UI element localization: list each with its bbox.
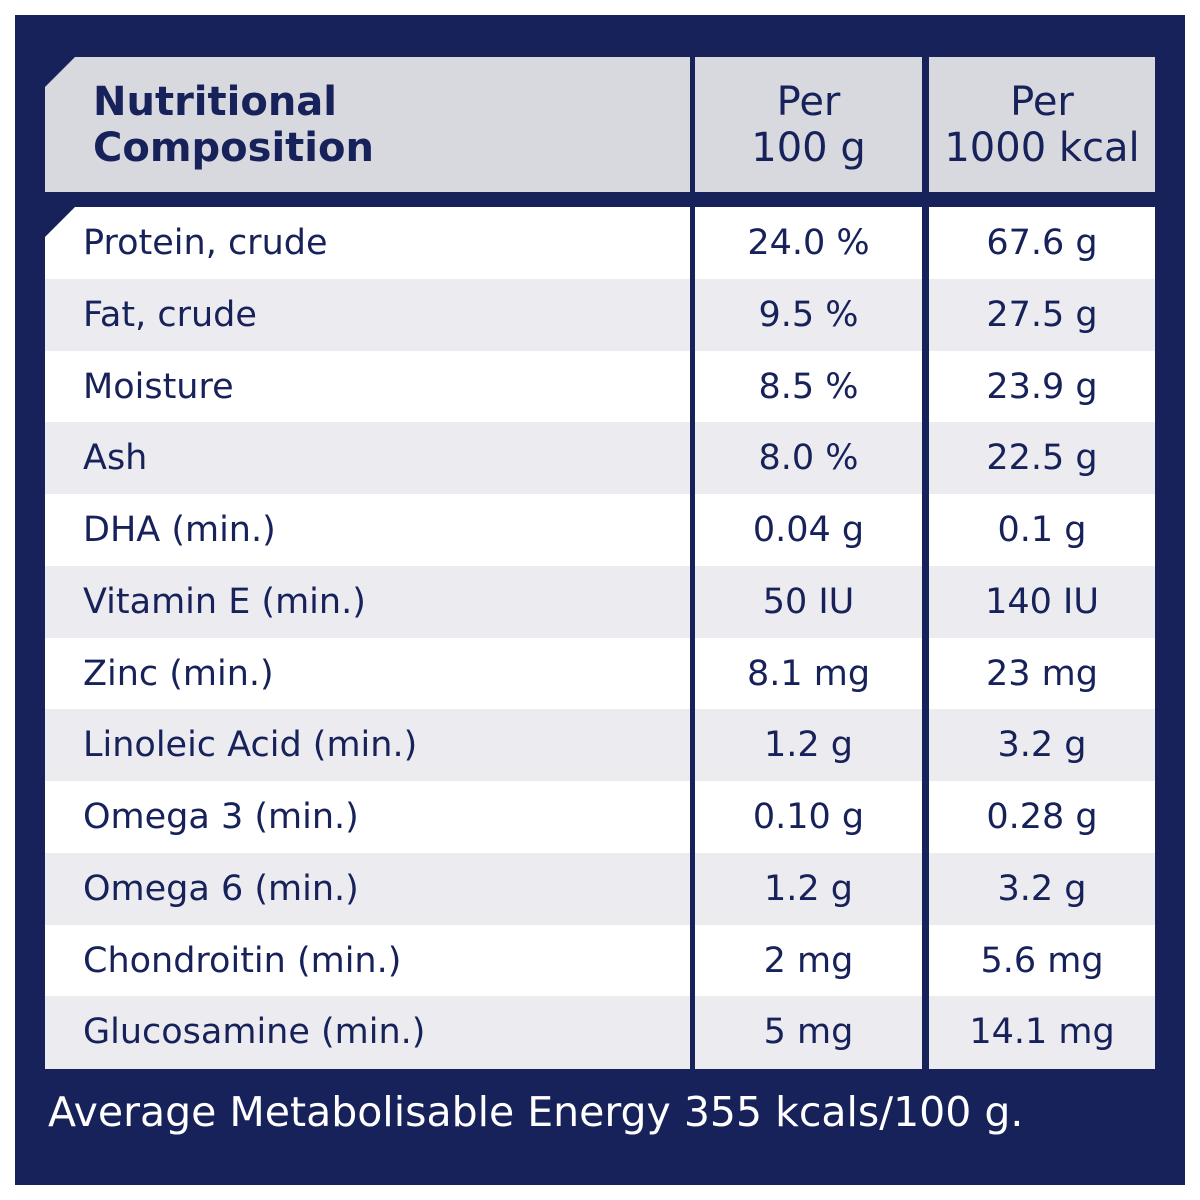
table-cell: 23 mg — [929, 637, 1155, 710]
table-cell: Moisture — [45, 350, 690, 423]
table-cell: 23.9 g — [929, 350, 1155, 423]
table-cell: Omega 3 (min.) — [45, 781, 690, 854]
table-cell: 8.5 % — [695, 350, 922, 423]
table-cell: DHA (min.) — [45, 494, 690, 567]
footer-note: Average Metabolisable Energy 355 kcals/1… — [48, 1088, 1024, 1136]
table-cell: 27.5 g — [929, 278, 1155, 351]
table-cell: 0.1 g — [929, 494, 1155, 567]
table-cell: Zinc (min.) — [45, 637, 690, 710]
header-text: Per — [1010, 78, 1074, 125]
table-cell: Glucosamine (min.) — [45, 996, 690, 1069]
table-cell: 22.5 g — [929, 422, 1155, 495]
table-cell: 5.6 mg — [929, 924, 1155, 997]
table-cell: 67.6 g — [929, 207, 1155, 280]
header-text: Nutritional — [93, 78, 338, 125]
header-text: Per — [776, 78, 841, 125]
table-cell: Chondroitin (min.) — [45, 924, 690, 997]
table-cell: 14.1 mg — [929, 996, 1155, 1069]
header-text: Composition — [93, 124, 374, 171]
table-cell: Fat, crude — [45, 278, 690, 351]
table-cell: 140 IU — [929, 565, 1155, 638]
table-cell: Omega 6 (min.) — [45, 852, 690, 925]
table-cell: 0.10 g — [695, 781, 922, 854]
table-cell: 8.1 mg — [695, 637, 922, 710]
table-cell: 3.2 g — [929, 709, 1155, 782]
table-cell: Protein, crude — [45, 207, 690, 280]
table-cell: 0.28 g — [929, 781, 1155, 854]
table-cell: 0.04 g — [695, 494, 922, 567]
table-cell: Linoleic Acid (min.) — [45, 709, 690, 782]
header-text: 1000 kcal — [944, 124, 1140, 171]
table-cell: 50 IU — [695, 565, 922, 638]
table-cell: Ash — [45, 422, 690, 495]
header-cell: Per 100 g — [695, 57, 922, 192]
header-text: 100 g — [751, 124, 866, 171]
header-cell: Per 1000 kcal — [929, 57, 1155, 192]
table-cell: 2 mg — [695, 924, 922, 997]
table-cell: 5 mg — [695, 996, 922, 1069]
table-cell: 8.0 % — [695, 422, 922, 495]
table-cell: 1.2 g — [695, 709, 922, 782]
header-cell: Nutritional Composition — [45, 57, 690, 192]
table-cell: 9.5 % — [695, 278, 922, 351]
table-cell: 24.0 % — [695, 207, 922, 280]
table-cell: 3.2 g — [929, 852, 1155, 925]
table-cell: 1.2 g — [695, 852, 922, 925]
table-cell: Vitamin E (min.) — [45, 565, 690, 638]
